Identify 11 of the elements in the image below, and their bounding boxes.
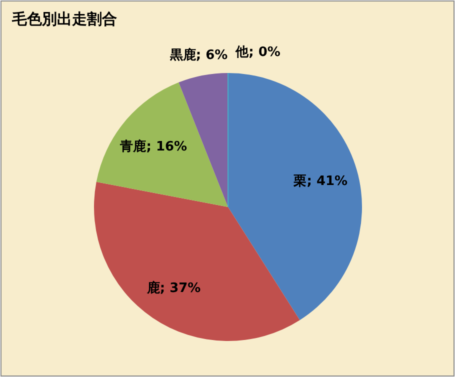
data-label: ; 16% [146,140,188,154]
data-label: ; 6% [196,48,228,63]
data-label: ; 41% [306,174,348,190]
slice-label: 鹿 [146,280,160,296]
slice-label: 青鹿 [119,138,146,154]
category-label: 他 [236,45,249,60]
text: ; 0% [248,45,280,60]
slice-label: 黒鹿 [168,46,196,63]
slice-label: 栗 [292,174,307,190]
data-label: ; 37% [160,280,201,296]
chart-title: 毛色別出走割合 [11,10,117,28]
